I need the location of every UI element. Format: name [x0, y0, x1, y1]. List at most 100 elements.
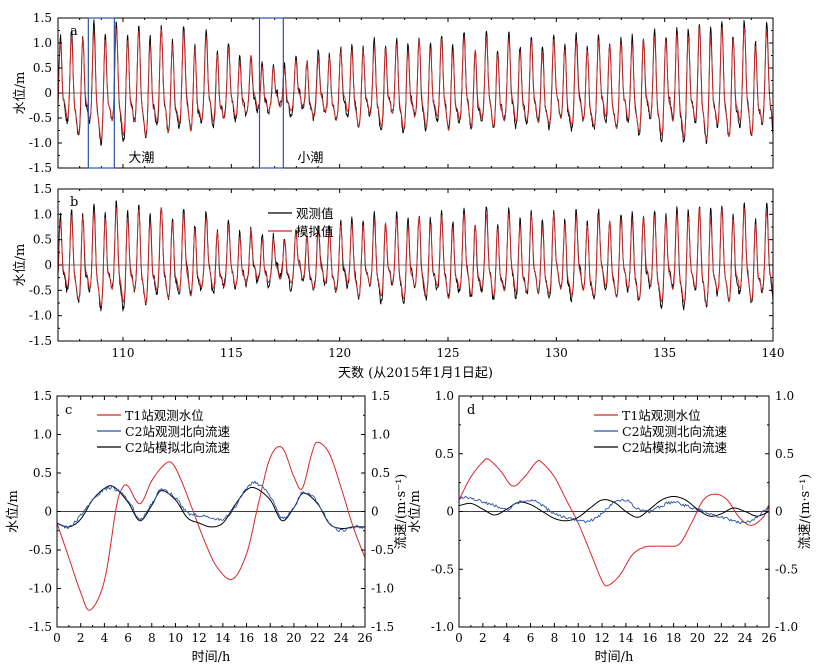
x-tick-label-c: 0: [53, 631, 61, 645]
y-tick-label-c: -1.0: [29, 582, 52, 596]
series-line-d: [459, 495, 769, 525]
y-tick-label-b: -1.5: [29, 334, 52, 348]
x-tick-label-d: 26: [761, 631, 776, 645]
legend-entry: C2站观测北向流速: [125, 424, 231, 439]
y-tick-label-c: 0: [44, 505, 52, 519]
panel-label-c: c: [65, 403, 72, 418]
legend-entry: C2站观测北向流速: [622, 424, 728, 439]
legend-entry: T1站观测水位: [622, 408, 701, 423]
x-tick-label-c: 8: [148, 631, 156, 645]
x-tick-label-c: 10: [168, 631, 183, 645]
legend-entry: C2站模拟北向流速: [125, 440, 231, 455]
y-tick-label-a: -1.0: [29, 136, 52, 150]
x-tick-label-b: 140: [762, 346, 785, 360]
y-right-axis-title-d: 流速/(m·s⁻¹): [798, 474, 813, 550]
y-axis-title-d: 水位/m: [408, 490, 423, 533]
y-tick-label-d: -0.5: [431, 562, 454, 576]
y-right-tick-label-c: 1.5: [371, 389, 390, 403]
series-line-c: [57, 480, 365, 533]
x-axis-title-c: 时间/h: [192, 650, 231, 665]
y-right-tick-label-c: -1.0: [371, 582, 394, 596]
y-tick-label-c: -0.5: [29, 543, 52, 557]
x-tick-label-c: 4: [101, 631, 109, 645]
y-tick-label-a: -0.5: [29, 111, 52, 125]
y-right-tick-label-c: -0.5: [371, 543, 394, 557]
x-tick-label-c: 24: [334, 631, 350, 645]
y-tick-label-b: 0: [44, 258, 52, 272]
series-line-simulated-a: [58, 26, 773, 141]
x-tick-label-d: 8: [551, 631, 559, 645]
series-line-observed-b: [58, 200, 773, 312]
x-tick-label-c: 26: [357, 631, 372, 645]
x-tick-label-d: 14: [618, 631, 634, 645]
y-right-tick-label-c: -1.5: [371, 620, 394, 634]
x-tick-label-d: 16: [642, 631, 657, 645]
series-group-c: [57, 441, 365, 611]
x-tick-label-c: 6: [124, 631, 132, 645]
y-right-axis-title-c: 流速/(m·s⁻¹): [394, 474, 409, 550]
legend-entry: 观测值: [296, 206, 334, 221]
y-tick-label-c: 1.5: [33, 389, 52, 403]
x-axis-title-d: 时间/h: [595, 650, 634, 665]
annotation-label: 大潮: [128, 151, 154, 166]
x-tick-label-c: 12: [192, 631, 207, 645]
x-tick-label-c: 18: [263, 631, 278, 645]
series-line-c: [57, 485, 365, 530]
x-tick-label-d: 0: [455, 631, 463, 645]
y-tick-label-d: 1.0: [435, 389, 454, 403]
series-line-d: [459, 495, 769, 522]
y-right-tick-label-d: -0.5: [775, 562, 798, 576]
x-tick-label-d: 6: [527, 631, 535, 645]
x-tick-label-c: 20: [286, 631, 301, 645]
y-tick-label-a: -1.5: [29, 161, 52, 175]
y-right-tick-label-c: 0.5: [371, 466, 390, 480]
y-right-tick-label-d: 0: [775, 505, 783, 519]
y-tick-label-c: 0.5: [33, 466, 52, 480]
y-right-tick-label-c: 1.0: [371, 428, 390, 442]
y-axis-title-a: 水位/m: [13, 72, 28, 115]
series-line-observed-a: [58, 19, 773, 146]
y-tick-label-a: 1.0: [33, 36, 52, 50]
highlight-box: [258, 17, 284, 169]
legend-entry: T1站观测水位: [125, 408, 204, 423]
y-right-tick-label-c: 0: [371, 505, 379, 519]
x-tick-label-b: 115: [220, 346, 243, 360]
x-tick-label-d: 12: [594, 631, 609, 645]
x-tick-label-c: 22: [310, 631, 325, 645]
panel-label-b: b: [70, 195, 78, 210]
y-tick-label-c: 1.0: [33, 428, 52, 442]
series-group-b: [58, 200, 773, 312]
x-tick-label-b: 125: [437, 346, 460, 360]
highlight-box: [87, 17, 115, 169]
y-tick-label-b: -0.5: [29, 283, 52, 297]
series-line-simulated-b: [58, 206, 773, 307]
x-tick-label-d: 10: [571, 631, 586, 645]
y-tick-label-d: 0.5: [435, 447, 454, 461]
x-tick-label-d: 4: [503, 631, 511, 645]
y-right-tick-label-d: 0.5: [775, 447, 794, 461]
x-tick-label-d: 18: [666, 631, 681, 645]
x-tick-label-b: 135: [653, 346, 676, 360]
x-tick-label-c: 14: [215, 631, 231, 645]
legend-entry: C2站模拟北向流速: [622, 440, 728, 455]
y-tick-label-b: -1.0: [29, 309, 52, 323]
x-tick-label-b: 110: [112, 346, 135, 360]
legend-entry: 模拟值: [296, 224, 334, 239]
series-line-c: [57, 441, 365, 611]
y-tick-label-b: 1.5: [33, 182, 52, 196]
x-axis-title-b: 天数 (从2015年1月1日起): [338, 366, 493, 381]
y-tick-label-d: 0: [446, 505, 454, 519]
x-tick-label-d: 20: [690, 631, 705, 645]
y-tick-label-c: -1.5: [29, 620, 52, 634]
y-tick-label-a: 0.5: [33, 61, 52, 75]
x-tick-label-b: 120: [328, 346, 351, 360]
y-axis-title-c: 水位/m: [6, 490, 21, 533]
x-tick-label-d: 22: [714, 631, 729, 645]
panel-label-d: d: [467, 403, 475, 418]
annotation-label: 小潮: [297, 151, 323, 166]
series-group-a: [58, 19, 773, 146]
y-tick-label-b: 0.5: [33, 233, 52, 247]
x-tick-label-d: 24: [738, 631, 754, 645]
y-axis-title-b: 水位/m: [13, 244, 28, 287]
